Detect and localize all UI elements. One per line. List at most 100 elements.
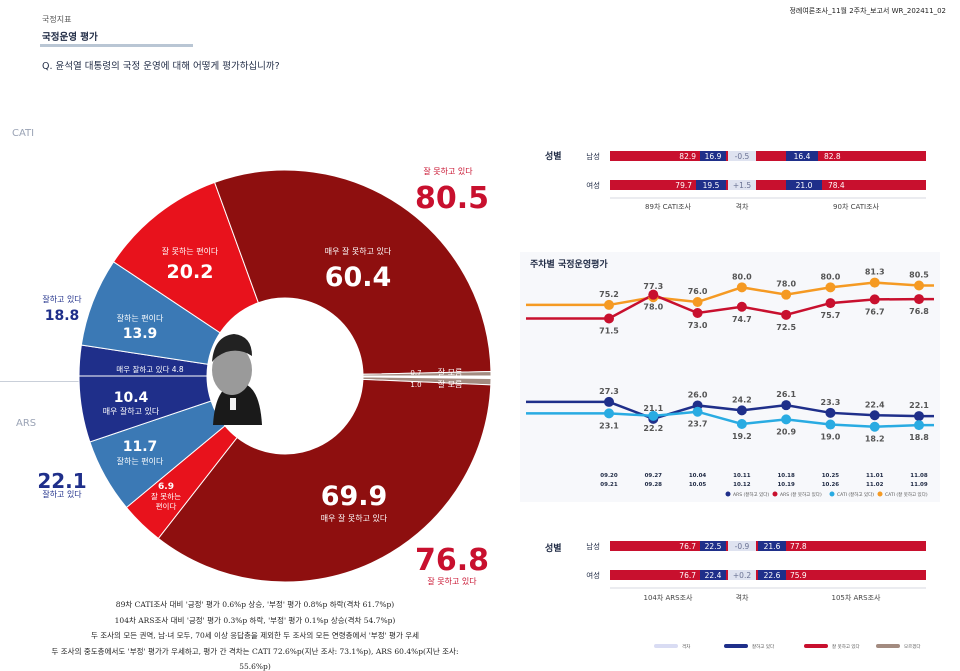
- trend-point: [736, 419, 747, 429]
- gender-ars-female-prev-neg: 76.7: [679, 571, 696, 580]
- ars-good-label: 잘하는 편이다: [117, 456, 164, 466]
- gender-cati-female-name: 여성: [586, 180, 600, 190]
- trend-legend-cati-pos: CATI (잘하고 있다): [837, 491, 874, 498]
- bottom-legend: 격차 잘하고 있다 잘 못하고 있다 모르겠다: [654, 643, 921, 650]
- trend-data-label: 18.2: [865, 435, 885, 444]
- gender-ars-male-gap-bar: [728, 541, 756, 551]
- weekly-trend-chart: 주차별 국정운영평가 75.2 77.3 76.0 80.0 78.0 80.0 81.3 8…: [520, 252, 940, 502]
- trend-data-label: 75.7: [821, 311, 841, 320]
- trend-point: [692, 297, 703, 307]
- ars-negative-total-label: 잘 못하고 있다: [427, 576, 477, 586]
- gender-cati-row-female: 여성 79.7 19.5 +1.5 21.0 78.4: [586, 180, 926, 190]
- gender-ars-male-prev-neg: 76.7: [679, 542, 696, 551]
- gender-cati-female-cur-pos-bar: [786, 180, 822, 190]
- trend-data-label: 23.7: [688, 420, 708, 429]
- gender-ars-male-cur-neg: 77.8: [790, 542, 807, 551]
- trend-data-label: 80.0: [732, 272, 752, 281]
- trend-x-tick: 09.28: [645, 482, 663, 488]
- gender-cati-female-neg-bar: [610, 180, 926, 190]
- survey-question: Q. 윤석열 대통령의 국정 운영에 대해 어떻게 평가하십니까?: [42, 61, 280, 72]
- gender-ars-row-female: 여성 76.7 22.4 +0.2 22.6 75.9: [586, 570, 926, 580]
- cati-positive-total-label: 잘하고 있다: [42, 294, 82, 304]
- trend-x-tick: 11.01: [866, 473, 884, 479]
- trend-data-label: 21.1: [643, 404, 663, 413]
- trend-point: [604, 313, 614, 324]
- gender-cati-male-neg-bar: [610, 151, 926, 161]
- trend-data-label: 73.0: [688, 321, 708, 330]
- trend-legend-cati-neg: CATI (잘 못하고 있다): [885, 491, 928, 498]
- ars-bad-label-line1: 잘 못하는: [151, 491, 181, 501]
- summary-notes: 89차 CATI조사 대비 '긍정' 평가 0.6%p 상승, '부정' 평가 …: [40, 597, 470, 671]
- gender-cati-male-prev-pos: 16.9: [705, 152, 722, 161]
- gender-ars-male-prev-pos: 22.5: [705, 542, 722, 551]
- gender-ars-female-prev-pos: 22.4: [705, 571, 722, 580]
- gender-ars-male-cur-pos: 21.6: [764, 542, 781, 551]
- gender-ars-male-diff: -0.9: [735, 542, 750, 551]
- gender-cati-male-prev-neg: 82.9: [679, 152, 696, 161]
- trend-x-tick: 09.21: [600, 482, 618, 488]
- ars-dont-know-label: 잘 모름: [438, 380, 463, 389]
- trend-data-label: 76.8: [909, 307, 929, 316]
- trend-data-label: 22.2: [643, 424, 663, 433]
- trend-data-label: 80.0: [821, 272, 841, 281]
- cati-negative-total-label: 잘 못하고 있다: [423, 166, 473, 176]
- trend-point: [914, 294, 924, 305]
- trend-x-tick: 10.19: [777, 482, 795, 488]
- gender-ars-prev-label: 104차 ARS조사: [643, 593, 693, 602]
- trend-legend-ars-pos: ARS (잘하고 있다): [733, 491, 769, 498]
- gender-cati-panel: 성별 남성 82.9 16.9 -0.5 16.4 82.8 여성 79.7 1…: [545, 150, 926, 211]
- gender-ars-female-name: 여성: [586, 570, 600, 580]
- gender-ars-female-cur-pos-bar: [758, 570, 786, 580]
- cati-good-label: 잘하는 편이다: [117, 313, 164, 323]
- ars-bad-value: 6.9: [158, 482, 174, 492]
- weekly-chart-background: [520, 252, 940, 502]
- category-label: 국정지표: [42, 15, 72, 24]
- trend-point: [869, 421, 880, 432]
- trend-x-tick: 10.25: [822, 473, 840, 479]
- gender-cati-male-cur-pos-bar: [786, 151, 818, 161]
- trend-point: [869, 277, 880, 288]
- ars-section-label: ARS: [16, 418, 37, 429]
- trend-data-label: 75.2: [599, 290, 619, 299]
- president-portrait-icon: [212, 334, 262, 425]
- gender-cati-male-cur-neg: 82.8: [824, 152, 841, 161]
- ars-positive-total: 22.1: [37, 469, 86, 493]
- trend-point: [914, 280, 924, 291]
- trend-data-label: 27.3: [599, 387, 619, 396]
- cati-very-bad-label: 매우 잘 못하고 있다: [325, 246, 392, 256]
- trend-x-tick: 10.11: [733, 473, 751, 479]
- gender-cati-diff-label: 격차: [736, 202, 749, 211]
- trend-point: [825, 419, 836, 430]
- ars-dont-know-value: 1.0: [410, 381, 421, 389]
- gender-cati-female-cur-neg: 78.4: [828, 181, 845, 190]
- gender-ars-male-cur-pos-bar: [758, 541, 786, 551]
- ars-negative-total: 76.8: [415, 543, 489, 578]
- trend-data-label: 76.7: [865, 307, 885, 316]
- trend-point: [604, 408, 614, 419]
- trend-point: [781, 414, 792, 425]
- gender-cati-male-diff: -0.5: [735, 152, 750, 161]
- trend-x-tick: 09.20: [600, 473, 618, 479]
- trend-data-label: 19.2: [732, 432, 752, 441]
- trend-lines: 75.2 77.3 76.0 80.0 78.0 80.0 81.3 80.5 71.5 78.0…: [526, 268, 934, 444]
- trend-point: [692, 308, 703, 318]
- summary-note: 두 조사의 모든 권역, 남·녀 모두, 70세 이상 응답층을 제외한 두 조…: [90, 631, 420, 640]
- ars-positive-total-label: 잘하고 있다: [42, 489, 82, 499]
- ars-very-bad-label: 매우 잘 못하고 있다: [321, 513, 388, 523]
- trend-data-label: 23.1: [599, 421, 619, 430]
- trend-point: [781, 289, 792, 300]
- gender-ars-male-prev-pos-bar: [700, 541, 726, 551]
- title-underline: [40, 44, 193, 47]
- trend-point: [825, 407, 836, 418]
- page-title: 국정운영 평가: [42, 32, 98, 43]
- trend-data-label: 78.0: [776, 280, 796, 289]
- trend-point: [781, 309, 792, 320]
- gender-cati-cur-label: 90차 CATI조사: [833, 202, 879, 211]
- gender-ars-panel: 성별 남성 76.7 22.5 -0.9 21.6 77.8 여성 76.7 2…: [545, 541, 926, 602]
- cati-negative-total: 80.5: [415, 181, 489, 216]
- cati-very-good-label: 매우 잘하고 있다 4.8: [116, 364, 184, 374]
- cati-bad-value: 20.2: [167, 261, 214, 283]
- trend-line-3: [526, 410, 934, 428]
- trend-data-label: 20.9: [776, 427, 796, 436]
